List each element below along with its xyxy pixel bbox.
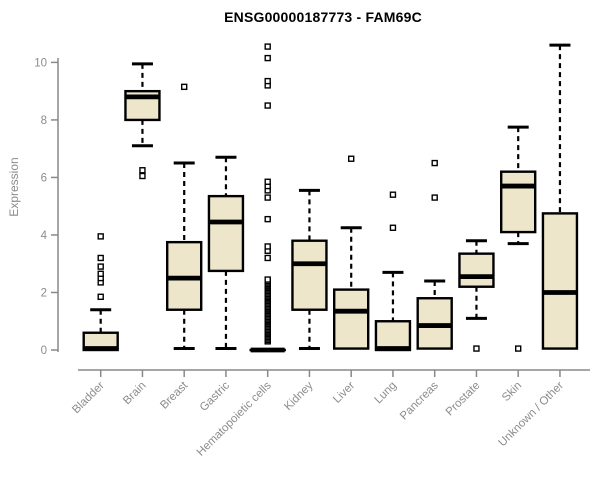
- outlier-point: [431, 159, 438, 167]
- outlier-point: [264, 77, 271, 85]
- boxplot-breast: [165, 83, 203, 351]
- y-tick-label: 2: [41, 287, 47, 299]
- x-category-label: Gastric: [198, 379, 232, 413]
- x-category-label: Kidney: [282, 379, 316, 413]
- outlier-point: [264, 54, 271, 62]
- x-category-label: Skin: [500, 380, 524, 404]
- boxplot-hematopoietic-cells: [249, 43, 286, 353]
- outlier-point: [139, 167, 146, 174]
- box: [291, 239, 328, 311]
- x-category-label: Lung: [372, 380, 399, 407]
- x-category-label: Brain: [121, 380, 148, 407]
- box: [541, 212, 579, 350]
- boxplot-gastric: [207, 155, 245, 351]
- outlier-point: [264, 254, 271, 262]
- x-category-label: Breast: [158, 379, 191, 412]
- box: [374, 320, 412, 352]
- outlier-point: [473, 345, 480, 352]
- x-category-label: Hematopoietic cells: [195, 379, 274, 458]
- boxplot-brain: [124, 62, 161, 180]
- boxplot-liver: [333, 155, 370, 350]
- outlier-point: [389, 191, 397, 198]
- x-category-label: Bladder: [70, 380, 107, 417]
- y-tick-label: 0: [41, 345, 47, 357]
- y-tick-label: 4: [41, 230, 48, 242]
- outlier-point: [139, 172, 146, 180]
- y-tick-label: 6: [41, 172, 47, 184]
- outlier-point: [348, 155, 355, 162]
- outlier-point: [389, 224, 397, 231]
- outlier-point: [180, 83, 188, 91]
- boxplot-skin: [500, 125, 537, 352]
- x-category-label: Liver: [331, 380, 357, 406]
- outlier-point: [97, 233, 104, 240]
- box: [333, 288, 370, 350]
- box: [207, 194, 245, 273]
- boxplot-pancreas: [416, 159, 453, 350]
- y-tick-label: 8: [41, 115, 47, 127]
- outlier-point: [264, 102, 271, 109]
- outlier-point: [264, 243, 271, 250]
- outlier-point: [97, 293, 104, 300]
- outlier-point: [264, 194, 271, 201]
- boxplot-kidney: [291, 188, 328, 351]
- box: [458, 252, 495, 288]
- boxplot-prostate: [458, 239, 495, 352]
- outlier-point: [97, 270, 104, 277]
- x-category-label: Pancreas: [398, 379, 441, 422]
- outlier-point: [264, 178, 271, 185]
- outlier-point: [431, 194, 438, 201]
- chart-title: ENSG00000187773 - FAM69C: [224, 9, 422, 25]
- boxplot-bladder: [82, 233, 119, 352]
- outlier-point: [97, 254, 104, 262]
- box: [500, 170, 537, 234]
- outlier-point: [97, 263, 104, 270]
- outlier-point: [264, 215, 271, 223]
- y-tick-label: 10: [34, 57, 47, 69]
- outlier-point: [264, 43, 271, 50]
- boxplot-lung: [374, 191, 412, 352]
- y-axis-label: Expression: [7, 157, 21, 217]
- x-category-label: Prostate: [444, 380, 483, 419]
- outlier-point: [515, 345, 522, 352]
- boxplot-unknown-other: [541, 43, 579, 350]
- outlier-point: [264, 276, 271, 283]
